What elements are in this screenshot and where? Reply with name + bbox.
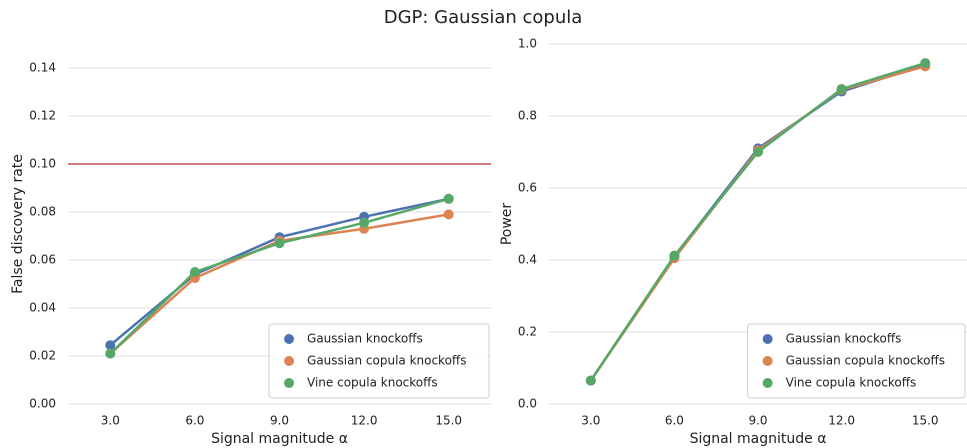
data-point xyxy=(753,147,763,157)
y-tick-label: 0.4 xyxy=(518,253,537,267)
y-tick-label: 0.12 xyxy=(29,109,56,123)
legend-marker xyxy=(762,378,773,388)
legend-marker xyxy=(762,356,773,366)
legend-marker xyxy=(284,378,295,388)
y-tick-label: 0.04 xyxy=(29,301,56,315)
legend-marker xyxy=(284,356,295,366)
y-tick-label: 0.8 xyxy=(518,109,537,123)
data-point xyxy=(836,84,847,94)
y-axis-label: Power xyxy=(499,203,515,246)
legend-label: Vine copula knockoffs xyxy=(307,376,438,390)
data-point xyxy=(443,193,454,204)
x-tick-label: 12.0 xyxy=(828,414,855,428)
data-point xyxy=(359,217,370,228)
legend-box xyxy=(268,323,490,399)
x-tick-label: 15.0 xyxy=(435,414,462,428)
x-tick-label: 15.0 xyxy=(912,414,939,428)
y-axis-label: False discovery rate xyxy=(10,154,26,294)
x-tick-label: 3.0 xyxy=(101,414,120,428)
legend-label: Gaussian knockoffs xyxy=(307,332,423,346)
data-point xyxy=(189,267,200,277)
legend-label: Gaussian knockoffs xyxy=(786,332,902,346)
x-axis-label: Signal magnitude α xyxy=(211,431,348,447)
data-point xyxy=(585,375,596,386)
data-point xyxy=(443,209,454,220)
legend-label: Gaussian copula knockoffs xyxy=(786,354,945,368)
legend-label: Vine copula knockoffs xyxy=(786,376,917,390)
y-tick-label: 1.0 xyxy=(518,37,537,51)
legend-marker xyxy=(762,334,773,344)
y-tick-label: 0.02 xyxy=(29,349,56,363)
data-point xyxy=(669,250,680,261)
y-tick-label: 0.14 xyxy=(29,61,56,75)
x-tick-label: 9.0 xyxy=(748,414,767,428)
figure-title: DGP: Gaussian copula xyxy=(384,7,583,28)
data-point xyxy=(105,340,116,351)
y-tick-label: 0.2 xyxy=(518,325,537,339)
data-point xyxy=(920,58,931,69)
legend-label: Gaussian copula knockoffs xyxy=(307,354,466,368)
y-tick-label: 0.0 xyxy=(518,397,537,411)
x-axis-label: Signal magnitude α xyxy=(690,431,827,447)
x-tick-label: 3.0 xyxy=(581,414,600,428)
y-tick-label: 0.08 xyxy=(29,205,56,219)
legend-marker xyxy=(284,334,295,344)
x-tick-label: 6.0 xyxy=(665,414,684,428)
data-point xyxy=(274,238,285,249)
x-tick-label: 6.0 xyxy=(185,414,204,428)
x-tick-label: 12.0 xyxy=(351,414,378,428)
y-tick-label: 0.6 xyxy=(518,181,537,195)
data-point xyxy=(105,348,116,359)
y-tick-label: 0.06 xyxy=(29,253,56,267)
y-tick-label: 0.10 xyxy=(29,157,56,171)
legend-box xyxy=(747,323,966,399)
y-tick-label: 0.00 xyxy=(29,397,56,411)
series-line xyxy=(109,197,449,347)
x-tick-label: 9.0 xyxy=(270,414,289,428)
